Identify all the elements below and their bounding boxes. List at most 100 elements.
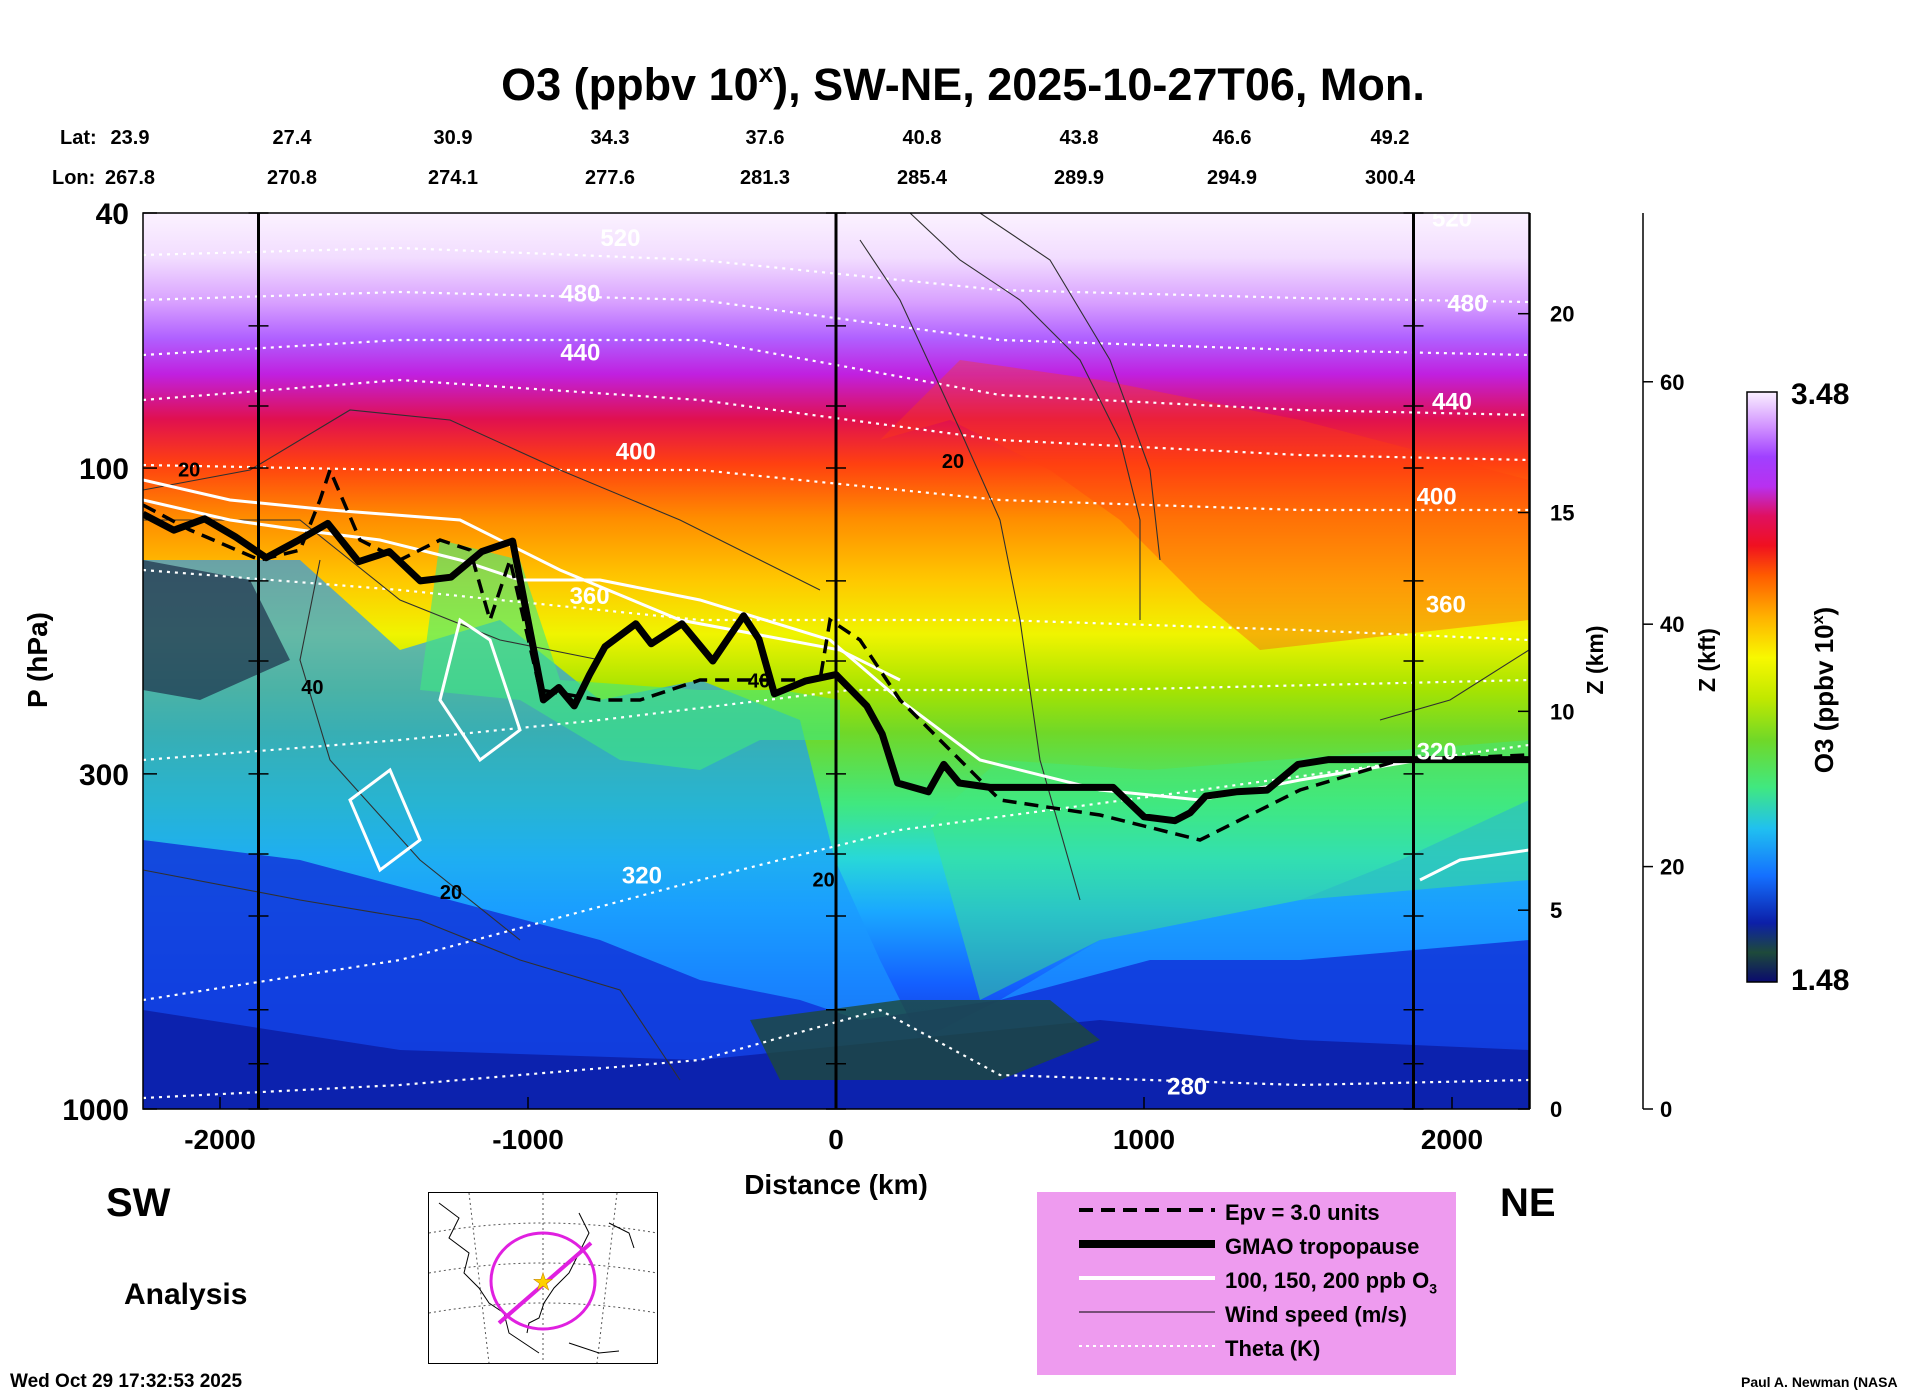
lon-value: 270.8: [267, 167, 317, 189]
lat-lon-header: 23.9 267.8 27.4 270.8 30.9 274.1 34.3 277.6 37.6…: [105, 127, 1416, 189]
lon-value: 274.1: [428, 167, 478, 189]
z-kft-tick-label: 60: [1660, 370, 1684, 395]
ne-label: NE: [1500, 1181, 1556, 1225]
y-tick-label: 100: [79, 453, 129, 486]
chart-title: O3 (ppbv 10x), SW-NE, 2025-10-27T06, Mon…: [501, 58, 1425, 110]
theta-label: 320: [1417, 739, 1457, 766]
z-kft-axis-title: Z (kft): [1694, 628, 1720, 692]
legend-tropopause-swatch: [1079, 1240, 1215, 1248]
legend-theta: Theta (K): [1037, 1334, 1456, 1364]
z-kft-tick-label: 20: [1660, 855, 1684, 880]
colorbar-title: O3 (ppbv 10x): [1809, 607, 1839, 773]
map-star-icon: ★: [532, 1269, 554, 1296]
lon-value: 289.9: [1054, 167, 1104, 189]
theta-label: 520: [1432, 206, 1472, 233]
legend-tropopause: GMAO tropopause: [1037, 1232, 1456, 1262]
lon-value: 281.3: [740, 167, 790, 189]
contour-labels: 280 320 360 400 440 480 520 440 400 360 320 480 520 2…: [178, 206, 1487, 1101]
theta-label: 400: [1417, 484, 1457, 511]
theta-label: 280: [1167, 1074, 1207, 1101]
map-circle: [489, 1231, 597, 1331]
timestamp: Wed Oct 29 17:32:53 2025: [10, 1371, 242, 1392]
theta-label: 480: [1447, 291, 1487, 318]
lat-value: 30.9: [434, 127, 473, 149]
theta-label: 360: [1426, 591, 1466, 618]
lon-value: 294.9: [1207, 167, 1257, 189]
wind-label: 20: [942, 451, 964, 473]
legend-epv-label: Epv = 3.0 units: [1225, 1200, 1380, 1225]
wind-label: 20: [178, 459, 200, 481]
lat-value: 23.9: [111, 127, 150, 149]
legend-theta-label: Theta (K): [1225, 1336, 1321, 1361]
x-axis-title: Distance (km): [744, 1169, 928, 1200]
theta-contours: [143, 246, 1529, 1100]
z-km-tick-label: 15: [1550, 501, 1574, 526]
z-km-tick-label: 10: [1550, 699, 1574, 724]
lat-value: 27.4: [273, 127, 313, 149]
theta-label: 440: [560, 340, 600, 367]
legend-ozone-contours: 100, 150, 200 ppb O3: [1037, 1266, 1456, 1296]
section-markers: [248, 212, 1424, 1110]
lon-value: 300.4: [1365, 167, 1416, 189]
lon-value: 277.6: [585, 167, 635, 189]
x-tick-label: 2000: [1421, 1124, 1483, 1155]
colorbar: [1746, 391, 1778, 983]
z-km-tick-label: 0: [1550, 1097, 1562, 1122]
lat-value: 43.8: [1060, 127, 1099, 149]
y-tick-label: 1000: [62, 1094, 129, 1127]
wind-label: 20: [440, 882, 462, 904]
legend-theta-swatch: [1079, 1345, 1215, 1347]
map-section-line: [497, 1241, 593, 1325]
colorbar-max-label: 3.48: [1791, 378, 1849, 411]
theta-label: 440: [1432, 388, 1472, 415]
map-coastlines: [438, 1202, 635, 1354]
axes: -2000 -1000 0 1000 2000 40 100 300 1000 0 5 10 15 20 0…: [62, 198, 1684, 1155]
legend-wind-label: Wind speed (m/s): [1225, 1302, 1407, 1327]
epv-line: [143, 465, 1529, 842]
sw-label: SW: [106, 1181, 171, 1225]
legend-ozone-label: 100, 150, 200 ppb O3: [1225, 1268, 1438, 1297]
lat-value: 46.6: [1213, 127, 1252, 149]
lat-label: Lat:: [60, 127, 97, 149]
legend-ozone-swatch: [1079, 1276, 1215, 1280]
z-kft-tick-label: 40: [1660, 612, 1684, 637]
theta-label: 520: [600, 225, 640, 252]
credit: Paul A. Newman (NASA: [1741, 1374, 1898, 1390]
lon-label: Lon:: [52, 167, 95, 189]
colorbar-min-label: 1.48: [1791, 964, 1849, 997]
lat-value: 37.6: [746, 127, 785, 149]
z-km-tick-label: 5: [1550, 898, 1562, 923]
locator-map: ★: [428, 1192, 658, 1364]
legend-epv: Epv = 3.0 units: [1037, 1198, 1456, 1228]
z-km-tick-label: 20: [1550, 302, 1574, 327]
x-tick-label: 0: [828, 1124, 844, 1155]
y-axis-title: P (hPa): [22, 612, 53, 708]
y-tick-label: 300: [79, 759, 129, 792]
theta-label: 400: [616, 439, 656, 466]
map-graticule: [428, 1192, 658, 1364]
lon-value: 285.4: [897, 167, 948, 189]
z-km-axis-title: Z (km): [1582, 626, 1608, 695]
wind-label: 20: [813, 870, 835, 892]
wind-label: 40: [748, 671, 770, 693]
lat-value: 40.8: [903, 127, 942, 149]
legend-tropopause-label: GMAO tropopause: [1225, 1234, 1420, 1259]
lon-value: 267.8: [105, 167, 155, 189]
lat-value: 34.3: [591, 127, 630, 149]
theta-label: 360: [570, 583, 610, 610]
z-kft-tick-label: 0: [1660, 1097, 1672, 1122]
tropopause-line: [143, 510, 1529, 825]
legend-epv-swatch: [1079, 1208, 1215, 1212]
theta-label: 320: [622, 863, 662, 890]
x-tick-label: -1000: [492, 1124, 564, 1155]
legend-wind: Wind speed (m/s): [1037, 1300, 1456, 1330]
legend: Epv = 3.0 units GMAO tropopause 100, 150…: [1037, 1192, 1456, 1375]
analysis-label: Analysis: [124, 1278, 247, 1311]
wind-label: 40: [301, 677, 323, 699]
theta-label: 480: [560, 281, 600, 308]
x-tick-label: 1000: [1113, 1124, 1175, 1155]
legend-wind-swatch: [1079, 1311, 1215, 1313]
lat-value: 49.2: [1371, 127, 1410, 149]
x-tick-label: -2000: [184, 1124, 256, 1155]
